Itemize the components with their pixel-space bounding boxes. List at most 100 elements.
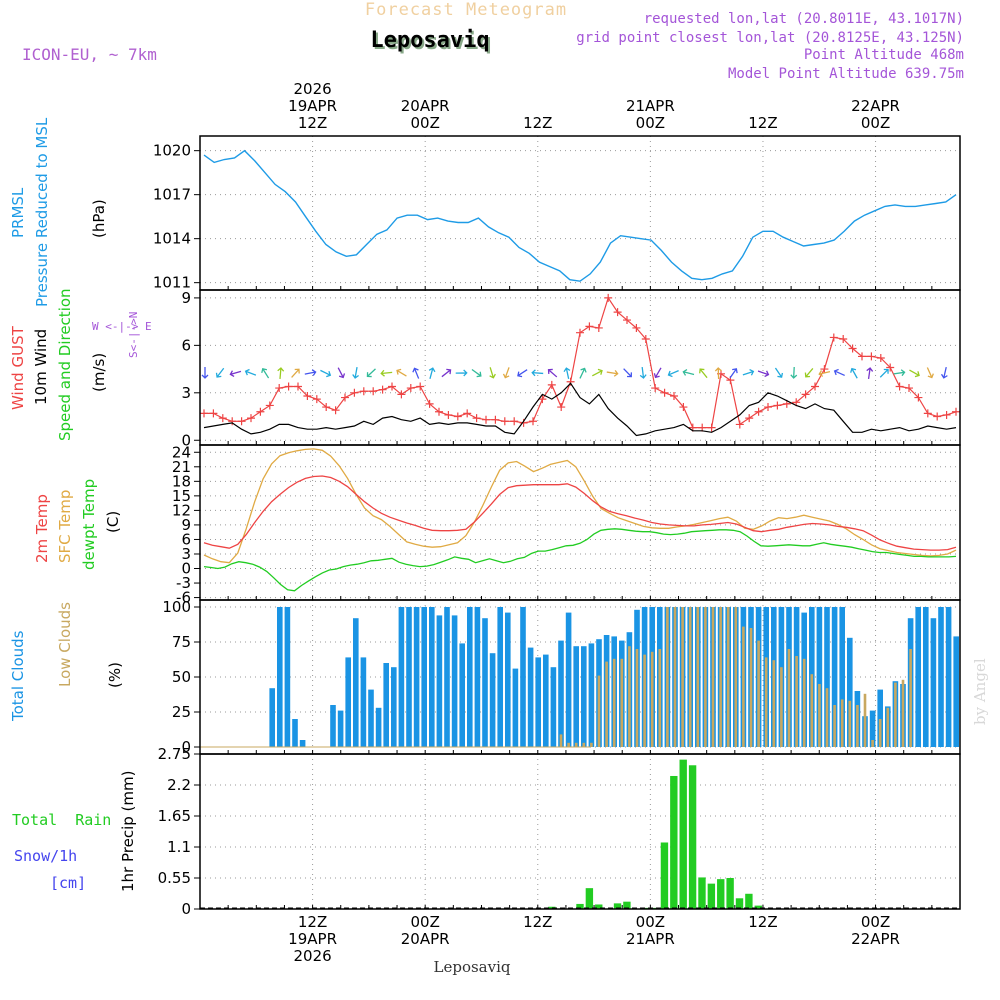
wind-direction-arrow xyxy=(653,367,662,379)
gust-series-line xyxy=(204,296,957,429)
wind-arrow-shape xyxy=(320,369,332,378)
low-cloud-bar xyxy=(719,607,722,747)
bottom-time-label: 00Z xyxy=(861,913,890,931)
wind-arrow-shape xyxy=(653,367,662,379)
wind-direction-arrow xyxy=(215,367,225,378)
total-cloud-bar xyxy=(375,707,382,747)
wind-direction-arrow xyxy=(866,367,874,380)
top-time-label: 2026 xyxy=(293,80,331,98)
wind-direction-arrow xyxy=(201,367,209,379)
gust-point xyxy=(839,335,848,344)
wind-direction-arrow xyxy=(804,367,814,378)
dew-title: dewpt Temp xyxy=(80,479,98,570)
top-time-label: 12Z xyxy=(748,114,777,132)
low-cloud-bar xyxy=(711,607,715,747)
low-cloud-bar xyxy=(894,682,897,747)
gust-point xyxy=(350,388,359,397)
total-cloud-bar xyxy=(953,636,959,747)
wind-frame xyxy=(199,289,961,446)
low-cloud-bar xyxy=(863,693,867,747)
wind-arrow-shape xyxy=(940,367,948,379)
gust-point xyxy=(284,382,293,391)
rain-bar xyxy=(698,877,706,909)
total-cloud-bar xyxy=(512,668,519,747)
total-cloud-bar xyxy=(945,607,952,747)
precip-ytick-label: 2.2 xyxy=(167,776,191,794)
wind-arrow-shape xyxy=(531,369,544,377)
gust-point xyxy=(341,393,349,402)
location-title-front: Leposaviq xyxy=(370,28,489,53)
clouds-panel: 0 25 50 75 100 xyxy=(162,598,960,756)
gust-point xyxy=(435,407,443,416)
wind-direction-arrow xyxy=(352,366,359,379)
gust-point xyxy=(867,352,876,361)
rain-bar xyxy=(735,898,744,909)
total-cloud-bar xyxy=(284,607,291,747)
wind-arrow-shape xyxy=(244,368,257,376)
wind-direction-arrow xyxy=(742,368,755,376)
pressure-title: Pressure Reduced to MSL xyxy=(33,117,51,307)
gust-point xyxy=(585,322,594,331)
pressure-unit: (hPa) xyxy=(90,199,108,238)
gust-point xyxy=(247,414,255,423)
gust-point xyxy=(576,328,584,337)
wind-direction-arrow xyxy=(667,370,679,378)
rain-bar xyxy=(707,883,716,909)
wind-arrow-shape xyxy=(229,370,242,378)
rain-bar xyxy=(660,842,669,909)
gust-point xyxy=(500,417,509,426)
wind-direction-arrow xyxy=(714,367,722,380)
bottom-time-label: 20APR xyxy=(401,930,450,948)
temp-ytick-label: 24 xyxy=(172,443,191,461)
watermark: by Angel xyxy=(971,658,989,725)
wind-arrow-shape xyxy=(291,368,300,378)
total-cloud-bar xyxy=(831,607,838,747)
bottom-time-label: 2026 xyxy=(293,947,331,965)
precip-frame xyxy=(199,753,961,910)
rain-bar xyxy=(613,903,622,909)
wind-arrow-shape xyxy=(591,368,603,377)
gust-point xyxy=(604,293,613,302)
low-cloud-bar xyxy=(726,607,730,747)
dewpt-temp-line xyxy=(203,528,957,592)
gust-point xyxy=(566,377,575,386)
low-cloud-bar xyxy=(787,649,791,747)
gust-point xyxy=(594,323,603,332)
low-cloud-bar xyxy=(734,607,738,747)
wind-unit: (m/s) xyxy=(90,353,108,392)
top-time-label: 00Z xyxy=(410,114,439,132)
gust-point xyxy=(228,417,237,426)
bottom-time-label: 21APR xyxy=(626,930,675,948)
gust-point xyxy=(886,363,895,372)
low-cloud-bar xyxy=(795,656,798,747)
gust-point xyxy=(820,365,829,374)
low-cloud-bar xyxy=(696,607,700,747)
gust-point xyxy=(547,380,556,389)
low-cloud-bar xyxy=(590,742,593,747)
total-cloud-bar xyxy=(292,719,298,747)
gust-point xyxy=(378,385,387,394)
low-cloud-bar xyxy=(681,607,684,747)
wind-ytick-label: 6 xyxy=(181,336,191,354)
wind-arrow-shape xyxy=(926,367,934,379)
model-label: ICON-EU, ~ 7km xyxy=(22,45,157,64)
clouds-ytick-label: 25 xyxy=(172,703,191,721)
gust-point xyxy=(914,393,923,402)
gust-point xyxy=(641,335,650,344)
wind-arrow-shape xyxy=(667,370,679,378)
wind-direction-arrow xyxy=(320,369,332,378)
total-cloud-bar xyxy=(520,607,526,747)
clouds-ytick-label: 0 xyxy=(181,738,191,756)
low-cloud-bar xyxy=(810,674,814,747)
pressure-panel: 1011 1014 1017 1020 xyxy=(153,136,960,292)
gust-point xyxy=(453,412,462,421)
gust-point xyxy=(510,417,519,426)
low-cloud-bar xyxy=(635,649,639,747)
low-cloud-bar xyxy=(620,658,624,747)
gust-point xyxy=(942,410,951,419)
wind-direction-arrow xyxy=(337,367,346,379)
wind-arrow-shape xyxy=(261,367,270,379)
forecast-title: Forecast Meteogram xyxy=(365,0,567,20)
wind-direction-arrow xyxy=(909,369,920,378)
wind-arrow-shape xyxy=(563,367,571,380)
